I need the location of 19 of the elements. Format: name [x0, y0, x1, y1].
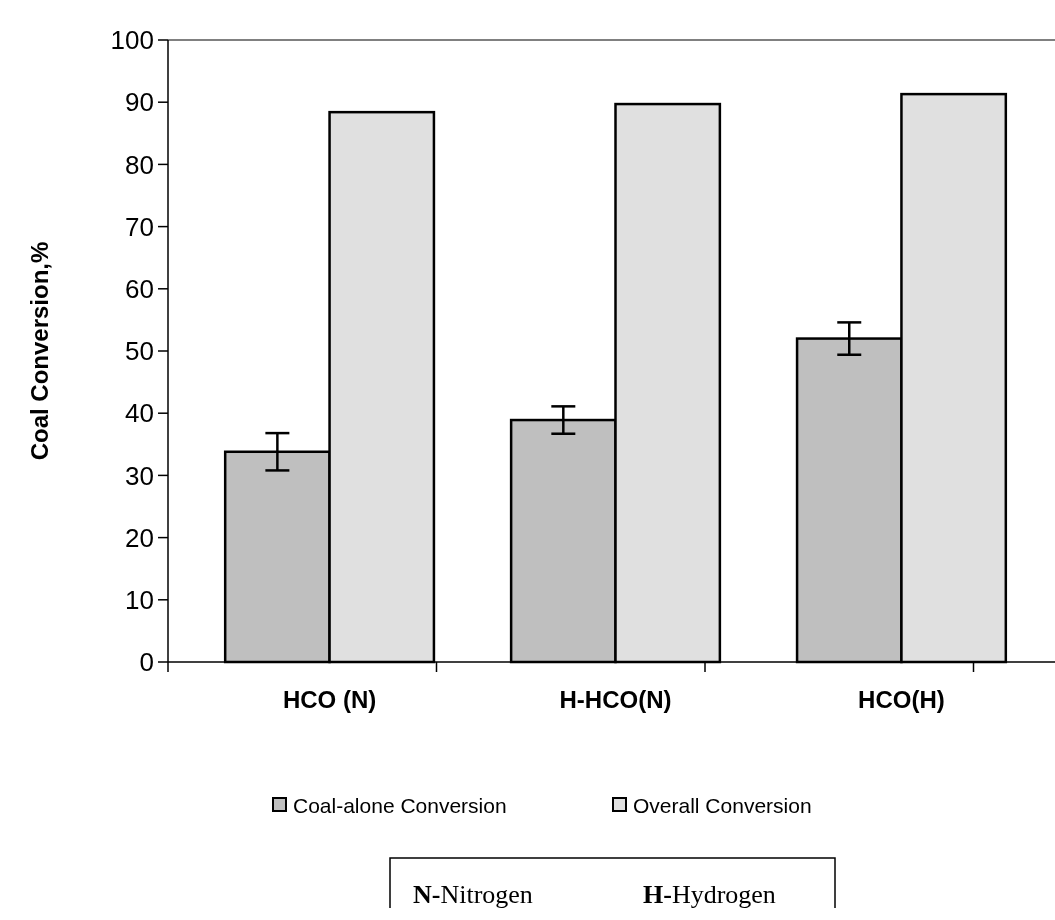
- y-tick-label: 30: [125, 460, 154, 491]
- y-tick-label: 50: [125, 336, 154, 367]
- legend-label: Coal-alone Conversion: [293, 794, 507, 818]
- y-tick-label: 70: [125, 211, 154, 242]
- y-tick-label: 60: [125, 273, 154, 304]
- x-tick-label: H-HCO(N): [559, 686, 672, 713]
- y-tick-label: 80: [125, 149, 154, 180]
- y-tick-label: 20: [125, 522, 154, 553]
- text: H-Hydrogen: [643, 880, 776, 909]
- legend-label: Overall Conversion: [633, 794, 812, 818]
- y-axis-title: Coal Conversion,%: [26, 241, 53, 461]
- y-tick-label: 100: [110, 25, 154, 56]
- text: N-Nitrogen: [413, 880, 533, 909]
- x-tick-label: HCO (N): [282, 686, 377, 713]
- y-tick-label: 0: [139, 647, 154, 678]
- x-tick-label: HCO(H): [858, 686, 945, 713]
- y-tick-label: 40: [125, 398, 154, 429]
- y-tick-label: 90: [125, 87, 154, 118]
- y-tick-label: 10: [125, 584, 154, 615]
